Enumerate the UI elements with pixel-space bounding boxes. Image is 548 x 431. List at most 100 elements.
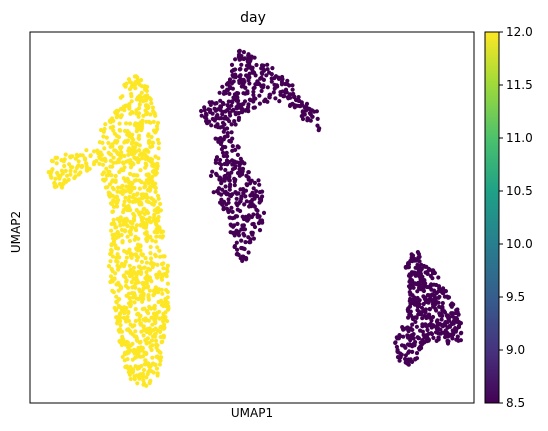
scatter-point <box>436 336 440 340</box>
scatter-point <box>248 202 252 206</box>
scatter-point <box>149 256 153 260</box>
scatter-point <box>121 160 125 164</box>
scatter-point <box>162 334 166 338</box>
scatter-point <box>248 237 252 241</box>
scatter-point <box>84 162 88 166</box>
scatter-point <box>121 337 125 341</box>
scatter-point <box>259 199 263 203</box>
scatter-point <box>141 307 145 311</box>
scatter-point <box>114 308 118 312</box>
scatter-point <box>232 79 236 83</box>
scatter-point <box>259 219 263 223</box>
scatter-point <box>148 112 152 116</box>
scatter-point <box>158 356 162 360</box>
scatter-point <box>115 201 119 205</box>
scatter-point <box>237 79 241 83</box>
scatter-point <box>242 233 246 237</box>
scatter-point <box>130 99 134 103</box>
scatter-point <box>421 288 425 292</box>
scatter-point <box>166 295 170 299</box>
scatter-point <box>128 122 132 126</box>
scatter-point <box>117 135 121 139</box>
scatter-point <box>150 363 154 367</box>
scatter-point <box>411 317 415 321</box>
scatter-point <box>220 179 224 183</box>
scatter-point <box>411 254 415 258</box>
scatter-point <box>243 240 247 244</box>
scatter-point <box>406 327 410 331</box>
scatter-point <box>445 330 449 334</box>
colorbar-tick-label: 9.0 <box>506 343 525 357</box>
scatter-point <box>231 210 235 214</box>
scatter-point <box>145 239 149 243</box>
scatter-point <box>152 120 156 124</box>
scatter-point <box>420 343 424 347</box>
scatter-point <box>131 370 135 374</box>
scatter-point <box>124 121 128 125</box>
scatter-point <box>155 127 159 131</box>
scatter-point <box>253 205 257 209</box>
scatter-point <box>433 290 437 294</box>
scatter-point <box>137 197 141 201</box>
scatter-point <box>147 298 151 302</box>
scatter-point <box>111 125 115 129</box>
scatter-point <box>225 103 229 107</box>
scatter-point <box>158 350 162 354</box>
scatter-point <box>204 113 208 117</box>
scatter-point <box>149 329 153 333</box>
scatter-point <box>161 266 165 270</box>
scatter-point <box>146 134 150 138</box>
scatter-point <box>110 165 114 169</box>
scatter-point <box>128 302 132 306</box>
scatter-point <box>315 109 319 113</box>
scatter-point <box>135 277 139 281</box>
scatter-point <box>153 335 157 339</box>
scatter-point <box>410 360 414 364</box>
scatter-point <box>415 308 419 312</box>
scatter-point <box>229 104 233 108</box>
scatter-point <box>144 270 148 274</box>
scatter-point <box>157 146 161 150</box>
scatter-point <box>245 64 249 68</box>
scatter-point <box>451 328 455 332</box>
scatter-point <box>138 168 142 172</box>
scatter-point <box>213 107 217 111</box>
scatter-point <box>122 249 126 253</box>
scatter-point <box>50 159 54 163</box>
scatter-point <box>143 225 147 229</box>
scatter-point <box>127 198 131 202</box>
scatter-point <box>61 171 65 175</box>
scatter-point <box>130 291 134 295</box>
scatter-point <box>433 271 437 275</box>
scatter-point <box>138 187 142 191</box>
scatter-point <box>290 83 294 87</box>
scatter-point <box>102 146 106 150</box>
scatter-point <box>244 256 248 260</box>
scatter-point <box>236 208 240 212</box>
scatter-point <box>133 226 137 230</box>
scatter-point <box>433 298 437 302</box>
scatter-point <box>142 149 146 153</box>
scatter-point <box>425 285 429 289</box>
scatter-point <box>218 176 222 180</box>
scatter-point <box>227 175 231 179</box>
scatter-point <box>134 235 138 239</box>
scatter-point <box>147 173 151 177</box>
scatter-point <box>262 99 266 103</box>
scatter-point <box>286 95 290 99</box>
scatter-point <box>99 128 103 132</box>
scatter-point <box>72 176 76 180</box>
scatter-point <box>222 90 226 94</box>
scatter-point <box>118 265 122 269</box>
scatter-point <box>224 190 228 194</box>
scatter-point <box>448 325 452 329</box>
scatter-point <box>63 157 67 161</box>
scatter-point <box>262 78 266 82</box>
scatter-point <box>236 111 240 115</box>
scatter-point <box>268 95 272 99</box>
scatter-point <box>298 104 302 108</box>
scatter-point <box>221 121 225 125</box>
scatter-point <box>399 355 403 359</box>
scatter-point <box>132 266 136 270</box>
scatter-point <box>165 319 169 323</box>
